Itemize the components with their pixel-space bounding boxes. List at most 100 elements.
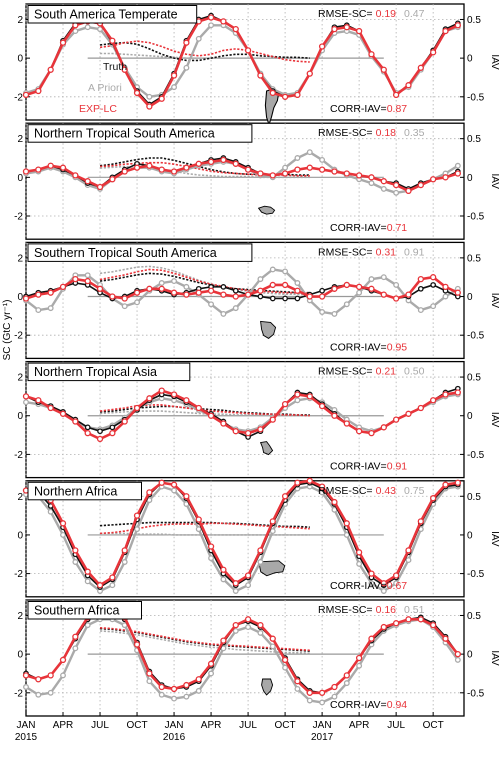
sc-exp-point [294,391,301,398]
y-tick-label-right: 0 [467,54,473,65]
sc-prior-point [84,622,91,629]
y-tick-label-left: 2 [17,373,23,384]
corr-annotation: CORR-IAV=0.71 [330,222,407,234]
sc-prior-point [183,283,190,290]
x-year-label: 2015 [15,732,38,743]
sc-prior-point [417,307,424,314]
sc-exp-point [183,39,190,46]
panel-title: Southern Tropical South America [34,246,217,260]
x-tick-label: OCT [126,720,147,731]
sc-exp-point [331,412,338,419]
sc-exp-point [392,416,400,423]
sc-exp-point [146,395,153,402]
sc-prior-point [282,664,289,671]
sc-exp-point [442,27,449,35]
sc-exp-point [392,295,400,302]
sc-truth-point [269,295,276,302]
sc-exp-point [133,512,141,519]
sc-exp-point [195,676,202,683]
panel-title: Southern Africa [34,604,120,618]
sc-prior-point [405,557,412,564]
sc-exp-point [244,429,252,437]
sc-prior-point [319,156,326,163]
sc-exp-point [84,429,91,437]
sc-exp-point [35,676,42,683]
sc-exp-point [146,285,153,292]
y-axis-label-right: IAV [489,54,500,70]
sc-prior-point [208,555,215,562]
sc-exp-point [294,166,301,173]
sc-prior-point [134,299,140,306]
sc-exp-point [244,291,252,298]
panel-title: Northern Tropical South America [34,127,215,141]
x-tick-label: JUL [91,720,109,731]
corr-label: CORR-IAV= [330,461,387,473]
sc-prior-point [380,588,387,594]
sc-exp-point [380,178,387,185]
sc-truth-point [417,285,424,292]
y-axis-label-right: IAV [489,293,500,309]
rmse-prior-value: 0.91 [404,246,425,258]
rmse-label: RMSE-SC= [318,8,373,20]
sc-prior-point [331,310,338,317]
region-map-inset [259,441,274,456]
sc-exp-point [170,481,178,488]
sc-exp-point [392,91,400,99]
sc-exp-point [170,168,178,175]
corr-value: 0.91 [387,461,408,473]
sc-exp-point [269,172,276,179]
y-tick-label-left: 0 [17,650,23,661]
region-map-inset [261,678,274,696]
sc-truth-point [109,424,116,431]
sc-prior-point [356,662,363,669]
sc-exp-point [281,170,289,177]
sc-prior-point [47,689,54,696]
y-tick-label-right: -0.5 [467,331,485,342]
sc-prior-point [183,64,190,71]
sc-exp-point [355,172,363,179]
y-tick-label-right: 0.5 [467,373,481,384]
sc-exp-point [380,424,387,431]
corr-annotation: CORR-IAV=0.91 [330,461,407,473]
sc-prior-point [35,691,42,698]
sc-exp-point [158,479,165,486]
y-tick-label-right: 0 [467,411,473,422]
sc-exp-point [281,656,289,664]
sc-prior-point [454,162,461,169]
sc-exp-point [220,420,227,427]
sc-exp-point [35,397,42,404]
sc-exp-point [331,683,338,691]
sc-exp-point [318,293,326,300]
sc-exp-point [442,635,449,642]
sc-exp-point [47,162,54,169]
sc-exp-point [281,400,289,408]
sc-prior-point [72,559,79,565]
sc-exp-point [355,283,363,291]
sc-exp-point [244,47,252,54]
panel-title: Northern Africa [34,484,117,498]
sc-prior-point [331,693,338,700]
sc-truth-point [282,295,288,302]
y-tick-label-left: -2 [14,92,23,103]
sc-prior-point [356,289,363,296]
sc-prior-point [220,310,227,317]
sc-exp-point [405,410,412,417]
sc-exp-point [306,477,313,484]
sc-exp-point [244,616,252,623]
corr-value: 0.95 [387,341,408,353]
sc-exp-point [59,656,67,664]
region-map-inset [258,560,286,577]
sc-exp-point [22,295,30,302]
panel-title: Northern Tropical Asia [34,365,157,379]
sc-prior-point [356,560,363,567]
sc-exp-point [121,295,128,302]
rmse-prior-value: 0.75 [404,485,425,497]
sc-exp-point [405,291,412,298]
sc-prior-point [232,627,239,634]
sc-exp-point [417,616,424,623]
sc-truth-point [319,287,325,294]
sc-exp-point [146,162,153,169]
y-tick-label-left: -2 [14,569,23,580]
corr-value: 0.87 [387,103,408,115]
